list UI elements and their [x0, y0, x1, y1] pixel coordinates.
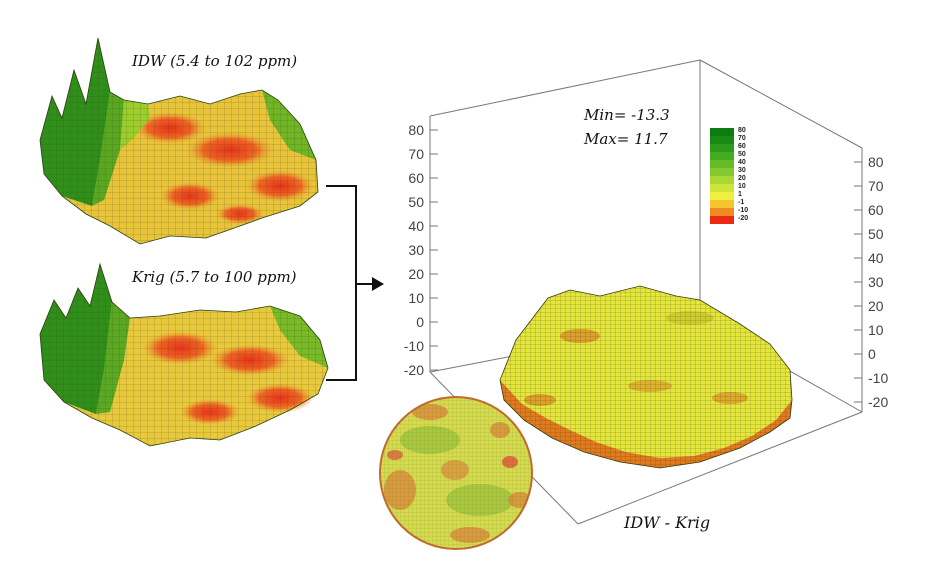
- legend-label: 30: [738, 167, 746, 174]
- arrow-head: [372, 277, 384, 291]
- legend-swatch: [710, 176, 734, 184]
- difference-map-disc: [379, 396, 533, 550]
- legend-swatch: [710, 208, 734, 216]
- bracket-connector: [326, 185, 372, 381]
- krig-title: Krig (5.7 to 100 ppm): [132, 268, 297, 286]
- legend-label: -1: [738, 199, 744, 206]
- right-tick-label: 40: [868, 250, 884, 266]
- legend-label: -10: [738, 207, 748, 214]
- legend: [710, 128, 734, 224]
- left-tick-label: 0: [416, 314, 424, 330]
- right-tick-label: -20: [868, 394, 888, 410]
- legend-labels: 80 70 60 50 40 30 20 10 1 -1 -10 -20: [738, 127, 748, 222]
- right-tick-label: 80: [868, 154, 884, 170]
- left-tick-label: 70: [408, 146, 424, 162]
- right-tick-label: 60: [868, 202, 884, 218]
- legend-swatch: [710, 128, 734, 136]
- left-tick-label: -20: [404, 362, 424, 378]
- idw-surface: [39, 37, 319, 245]
- right-tick-label: 30: [868, 274, 884, 290]
- right-tick-labels: 80 70 60 50 40 30 20 10 0 -10 -20: [868, 154, 888, 410]
- left-axis: [430, 129, 438, 371]
- legend-label: 60: [738, 143, 746, 150]
- idw-title: IDW (5.4 to 102 ppm): [132, 52, 298, 70]
- left-tick-label: 20: [408, 266, 424, 282]
- right-tick-label: 0: [868, 346, 876, 362]
- legend-label: 20: [738, 175, 746, 182]
- legend-label: 40: [738, 159, 746, 166]
- difference-caption: IDW - Krig: [624, 513, 711, 532]
- legend-label: 50: [738, 151, 746, 158]
- krig-surface: [39, 262, 329, 447]
- right-tick-label: 20: [868, 298, 884, 314]
- legend-swatch: [710, 144, 734, 152]
- legend-label: 1: [738, 191, 742, 198]
- legend-swatch: [710, 216, 734, 224]
- max-label: Max= 11.7: [584, 130, 668, 148]
- legend-swatch: [710, 168, 734, 176]
- legend-label: 80: [738, 127, 746, 134]
- left-tick-label: 30: [408, 242, 424, 258]
- legend-swatch: [710, 184, 734, 192]
- left-tick-label: 10: [408, 290, 424, 306]
- legend-swatch: [710, 200, 734, 208]
- difference-surface: [499, 285, 793, 469]
- right-tick-label: 10: [868, 322, 884, 338]
- legend-label: -20: [738, 215, 748, 222]
- legend-swatch: [710, 152, 734, 160]
- left-tick-label: 40: [408, 218, 424, 234]
- legend-swatch: [710, 192, 734, 200]
- right-tick-label: -10: [868, 370, 888, 386]
- legend-swatch: [710, 136, 734, 144]
- right-tick-label: 50: [868, 226, 884, 242]
- left-tick-label: -10: [404, 338, 424, 354]
- left-tick-labels: 80 70 60 50 40 30 20 10 0 -10 -20: [404, 122, 424, 378]
- min-label: Min= -13.3: [584, 106, 670, 124]
- left-tick-label: 60: [408, 170, 424, 186]
- right-axis: [854, 161, 862, 403]
- right-tick-label: 70: [868, 178, 884, 194]
- legend-label: 70: [738, 135, 746, 142]
- left-tick-label: 50: [408, 194, 424, 210]
- legend-swatch: [710, 160, 734, 168]
- legend-label: 10: [738, 183, 746, 190]
- left-tick-label: 80: [408, 122, 424, 138]
